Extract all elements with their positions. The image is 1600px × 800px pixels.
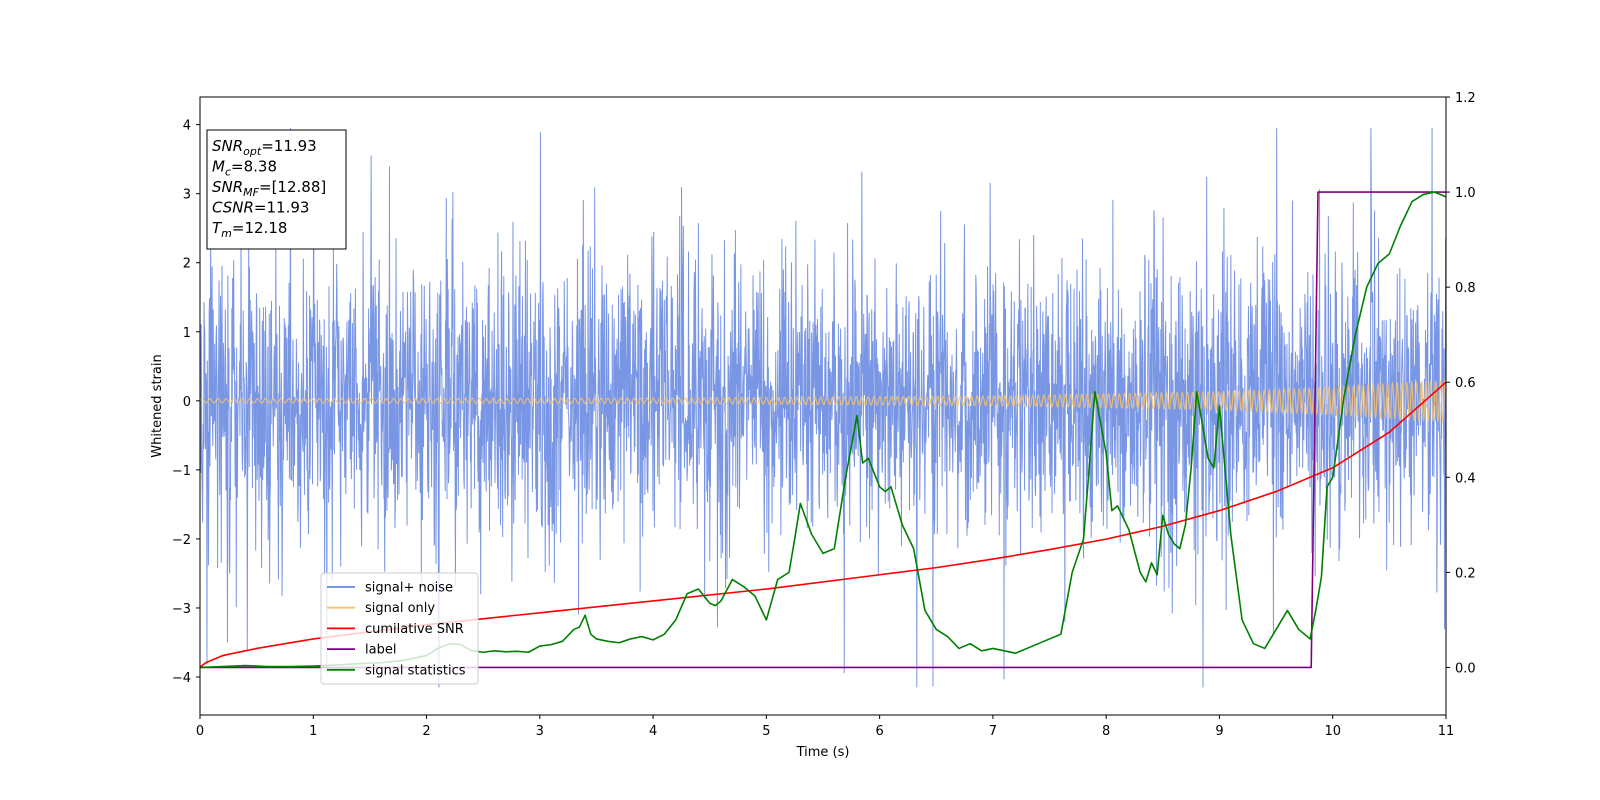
x-tick-label: 11 [1438, 724, 1455, 739]
series-layer [200, 128, 1446, 688]
series-signal-noise [200, 128, 1446, 688]
annotation-subscript: MF [243, 186, 259, 199]
y-right-tick-label: 1.0 [1455, 186, 1476, 201]
annotation-line: SNRopt=11.93 [212, 137, 317, 158]
x-tick-label: 9 [1215, 724, 1223, 739]
x-axis-label: Time (s) [796, 745, 850, 760]
x-tick-label: 5 [762, 724, 770, 739]
annotation-symbol: T [212, 219, 223, 237]
x-tick-label: 7 [989, 724, 997, 739]
x-tick-label: 2 [422, 724, 430, 739]
series-signal-only [200, 377, 1446, 423]
y-right-tick-label: 0.4 [1455, 471, 1476, 486]
y-left-tick-label: −3 [172, 602, 191, 617]
annotation-value: =12.18 [232, 219, 288, 237]
y-right-tick-label: 0.8 [1455, 281, 1476, 296]
y-left-tick-label: 3 [183, 188, 191, 203]
y-right-axis-ticks: 0.0 0.2 0.4 0.6 0.8 1.0 1.2 [1446, 91, 1476, 676]
annotation-line: CSNR=11.93 [212, 199, 309, 217]
y-left-tick-label: −2 [172, 533, 191, 548]
annotation-subscript: m [221, 227, 232, 240]
annotation-symbol: SNR [212, 137, 243, 155]
y-right-tick-label: 0.0 [1455, 661, 1476, 676]
y-left-tick-label: 4 [183, 119, 191, 134]
annotation-line: Mc=8.38 [212, 158, 277, 179]
x-tick-label: 4 [649, 724, 657, 739]
series-label [200, 191, 1446, 669]
series-cumulative-snr [200, 381, 1446, 669]
legend-frame [320, 572, 479, 685]
y-right-tick-label: 0.6 [1455, 376, 1476, 391]
annotation-value: =[12.88] [259, 178, 326, 196]
y-left-tick-label: −4 [172, 671, 191, 686]
x-tick-label: 1 [309, 724, 317, 739]
annotation-subscript: c [225, 166, 231, 179]
annotation-box: SNRopt=11.93Mc=8.38SNRMF=[12.88]CSNR=11.… [206, 129, 347, 250]
legend-label: signal statistics [365, 663, 466, 678]
annotation-symbol: SNR [212, 178, 243, 196]
y-left-tick-label: 1 [183, 326, 191, 341]
y-left-tick-label: −1 [172, 464, 191, 479]
annotation-value: =8.38 [231, 158, 277, 176]
y-right-tick-label: 1.2 [1455, 91, 1476, 106]
x-tick-label: 0 [196, 724, 204, 739]
annotation-line: Tm=12.18 [212, 219, 287, 240]
annotation-symbol: M [212, 158, 225, 176]
x-tick-label: 3 [536, 724, 544, 739]
annotation-symbol: CSNR [212, 199, 254, 217]
series-signal-statistics [200, 191, 1446, 669]
legend-label: cumilative SNR [365, 622, 464, 637]
x-tick-label: 10 [1324, 724, 1341, 739]
legend-label: signal only [365, 601, 435, 616]
plot-frame [199, 96, 1447, 716]
x-axis-ticks: 0 1 2 3 4 5 6 7 8 9 10 11 [196, 715, 1454, 739]
annotation-value: =11.93 [261, 137, 317, 155]
y-left-axis-ticks: −4 −3 −2 −1 0 1 2 3 4 [172, 119, 200, 686]
legend-label: label [365, 643, 396, 658]
y-right-tick-label: 0.2 [1455, 566, 1476, 581]
annotation-line: SNRMF=[12.88] [212, 178, 326, 199]
legend: signal+ noise signal only cumilative SNR la… [320, 572, 479, 685]
legend-label: signal+ noise [365, 581, 453, 596]
y-axis-label: Whitened strain [150, 354, 165, 457]
annotation-subscript: opt [243, 145, 262, 158]
annotation-frame [206, 129, 347, 250]
x-tick-label: 8 [1102, 724, 1110, 739]
x-tick-label: 6 [875, 724, 883, 739]
annotation-value: =11.93 [254, 199, 310, 217]
y-left-tick-label: 2 [183, 257, 191, 272]
y-left-tick-label: 0 [183, 395, 191, 410]
